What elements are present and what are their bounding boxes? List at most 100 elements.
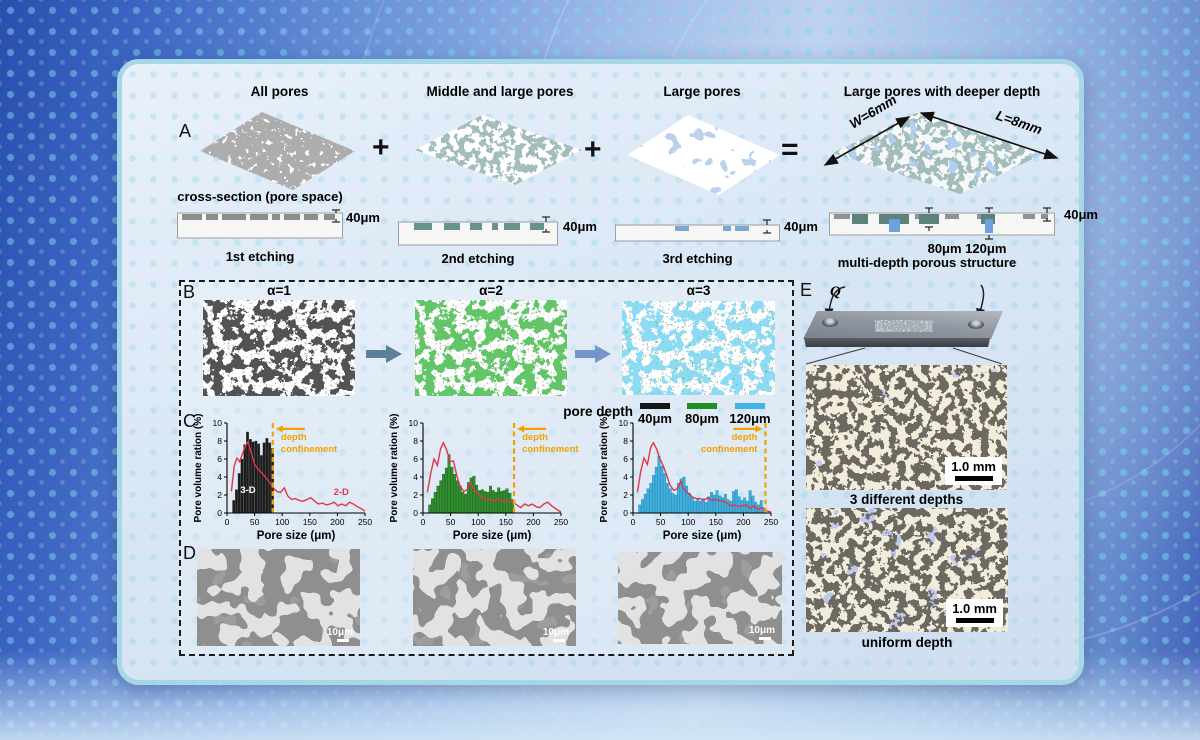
- svg-text:0: 0: [413, 508, 418, 518]
- pore-map-alpha3: [622, 301, 775, 395]
- svg-text:depth: depth: [732, 432, 758, 443]
- cross-section-3rd-etching: [615, 219, 780, 242]
- sem-scale-bar: [759, 637, 771, 640]
- structure-title-deeper-depth: Large pores with deeper depth: [843, 84, 1041, 99]
- structure-multi-depth-image: [833, 112, 1045, 194]
- cross-section-multi-depth: [829, 207, 1055, 240]
- depth-label-4: 40μm: [1064, 207, 1098, 222]
- chip-front-edge: [804, 338, 990, 347]
- map-title-alpha3: α=3: [686, 283, 711, 298]
- svg-text:Pore size (μm): Pore size (μm): [663, 530, 742, 542]
- svg-text:100: 100: [275, 517, 289, 527]
- zoom-indicator-lines: [805, 347, 1003, 365]
- depth-label-1: 40μm: [346, 210, 380, 225]
- sem-image-3: 10μm: [618, 552, 782, 644]
- chip-top-face: [803, 311, 1003, 339]
- svg-text:2: 2: [413, 490, 418, 500]
- caption-multi-depth: multi-depth porous structure: [837, 255, 1017, 270]
- pore-depth-legend-title: pore depth: [563, 404, 633, 419]
- svg-text:2: 2: [217, 490, 222, 500]
- sem-image-2: 10μm: [413, 549, 576, 646]
- sem-scale-bar: [337, 639, 349, 642]
- svg-text:150: 150: [709, 517, 723, 527]
- sem-scale-label: 10μm: [326, 627, 353, 638]
- chip-outlet-hole: [968, 320, 984, 329]
- microfluidic-chip-photo: [803, 311, 1003, 347]
- legend-label-80um: 80μm: [685, 411, 719, 426]
- svg-text:depth: depth: [522, 432, 548, 443]
- svg-text:3-D: 3-D: [240, 485, 255, 496]
- chip-inlet-hole: [822, 318, 838, 327]
- caption-3rd-etching: 3rd etching: [662, 251, 733, 266]
- svg-text:150: 150: [303, 517, 317, 527]
- svg-text:50: 50: [656, 517, 666, 527]
- svg-text:250: 250: [764, 517, 778, 527]
- scale-label: 1.0 mm: [952, 601, 997, 616]
- plus-operator: +: [584, 133, 602, 166]
- caption-3-different-depths: 3 different depths: [849, 492, 964, 507]
- scale-box: 1.0 mm: [946, 599, 1003, 627]
- figure-panel: A All pores Middle and large pores Large…: [117, 59, 1098, 685]
- svg-text:150: 150: [499, 517, 513, 527]
- svg-text:confinement: confinement: [701, 444, 758, 455]
- svg-text:100: 100: [471, 517, 485, 527]
- svg-text:8: 8: [623, 436, 628, 446]
- legend-swatch-40um: [640, 403, 670, 409]
- plus-operator: +: [372, 131, 390, 164]
- sub-depth-labels: 80μm 120μm: [927, 241, 1007, 256]
- panel-e-label: E: [800, 280, 813, 300]
- micrograph-3-depths: 1.0 mm: [806, 365, 1007, 490]
- svg-text:200: 200: [330, 517, 344, 527]
- legend-label-40um: 40μm: [638, 411, 672, 426]
- svg-text:10: 10: [409, 418, 419, 428]
- legend-swatch-120um: [735, 403, 765, 409]
- svg-text:8: 8: [217, 436, 222, 446]
- svg-text:confinement: confinement: [281, 444, 338, 455]
- svg-text:Pore volume ration (%): Pore volume ration (%): [599, 414, 610, 523]
- figure-content: A All pores Middle and large pores Large…: [117, 59, 1098, 685]
- structure-large-pores-image: [627, 115, 780, 195]
- scale-box: 1.0 mm: [945, 457, 1002, 485]
- svg-text:6: 6: [413, 454, 418, 464]
- svg-text:250: 250: [554, 517, 568, 527]
- svg-text:10: 10: [619, 418, 629, 428]
- scale-bar: [955, 618, 994, 623]
- legend-label-120um: 120μm: [729, 411, 771, 426]
- length-dimension-label: L=8mm: [994, 108, 1044, 138]
- arrow-right-icon: [575, 345, 611, 363]
- sem-scale-bar: [553, 639, 565, 642]
- panel-a-label: A: [179, 121, 192, 141]
- panel-d-label: D: [183, 543, 196, 563]
- scale-bar: [954, 476, 993, 481]
- svg-text:100: 100: [681, 517, 695, 527]
- svg-text:confinement: confinement: [522, 444, 579, 455]
- caption-1st-etching: 1st etching: [225, 249, 295, 264]
- arrow-right-icon: [366, 345, 402, 363]
- depth-label-3: 40μm: [784, 219, 818, 234]
- svg-text:Pore volume ration (%): Pore volume ration (%): [193, 414, 204, 523]
- structure-middle-large-pores-image: [415, 115, 582, 185]
- svg-text:10: 10: [213, 418, 223, 428]
- pore-map-alpha1: [203, 300, 355, 396]
- svg-text:0: 0: [631, 517, 636, 527]
- svg-text:200: 200: [526, 517, 540, 527]
- svg-text:250: 250: [358, 517, 372, 527]
- svg-text:0: 0: [623, 508, 628, 518]
- pore-map-alpha2: [415, 300, 567, 396]
- scale-label: 1.0 mm: [951, 459, 996, 474]
- cross-section-2nd-etching: [398, 216, 558, 246]
- panel-c-label: C: [183, 411, 196, 431]
- svg-text:4: 4: [623, 472, 628, 482]
- cross-section-title: cross-section (pore space): [177, 189, 343, 204]
- equals-operator: =: [781, 133, 799, 166]
- svg-text:0: 0: [217, 508, 222, 518]
- svg-text:6: 6: [623, 454, 628, 464]
- map-title-alpha2: α=2: [479, 283, 503, 298]
- svg-text:0: 0: [225, 517, 230, 527]
- panel-b-label: B: [183, 282, 196, 302]
- structure-title-all-pores: All pores: [250, 84, 309, 99]
- pore-histogram-alpha2: depth confinement 0 2 4 6 8 10 0 50 100 150 200 250 Po…: [387, 414, 579, 543]
- caption-2nd-etching: 2nd etching: [441, 251, 515, 266]
- sem-scale-label: 10μm: [748, 625, 775, 636]
- structure-title-large-pores: Large pores: [663, 84, 741, 99]
